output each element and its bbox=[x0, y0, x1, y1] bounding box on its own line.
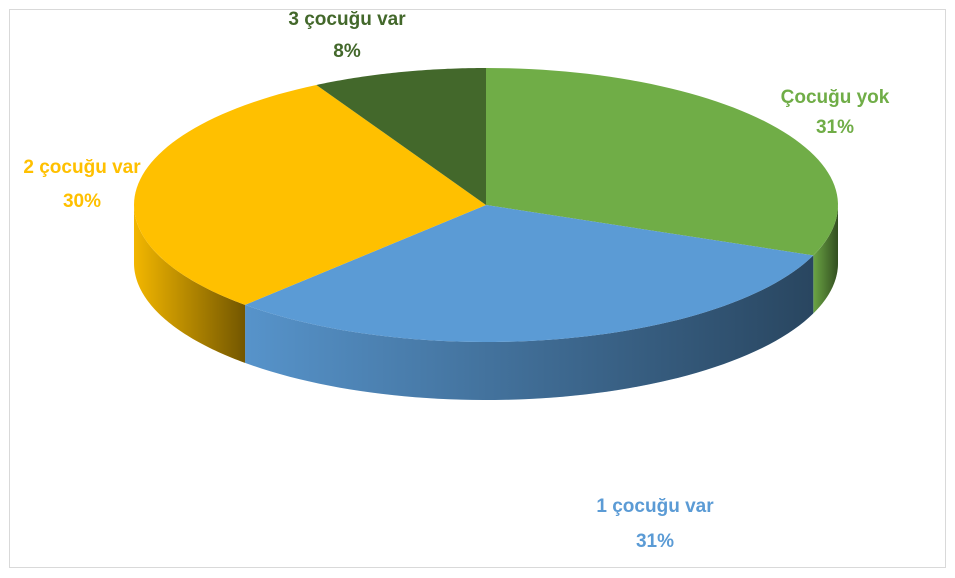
slice-value-label: 8% bbox=[333, 41, 361, 62]
slice bbox=[486, 68, 838, 256]
slice-side-shade bbox=[134, 205, 246, 363]
slice-label: 3 çocuğu var bbox=[288, 9, 406, 30]
slice bbox=[316, 68, 486, 205]
slice-value-label: 31% bbox=[816, 117, 854, 138]
slice-value-label: 31% bbox=[636, 531, 674, 552]
slice bbox=[134, 84, 486, 305]
slice-label: Çocuğu yok bbox=[781, 87, 890, 108]
slice-side-shade bbox=[813, 205, 838, 314]
slice-value-label: 30% bbox=[63, 191, 101, 212]
slice bbox=[245, 205, 814, 342]
slice-label: 1 çocuğu var bbox=[596, 496, 714, 517]
slice-side-shade bbox=[245, 255, 814, 400]
slice-label: 2 çocuğu var bbox=[23, 157, 141, 178]
